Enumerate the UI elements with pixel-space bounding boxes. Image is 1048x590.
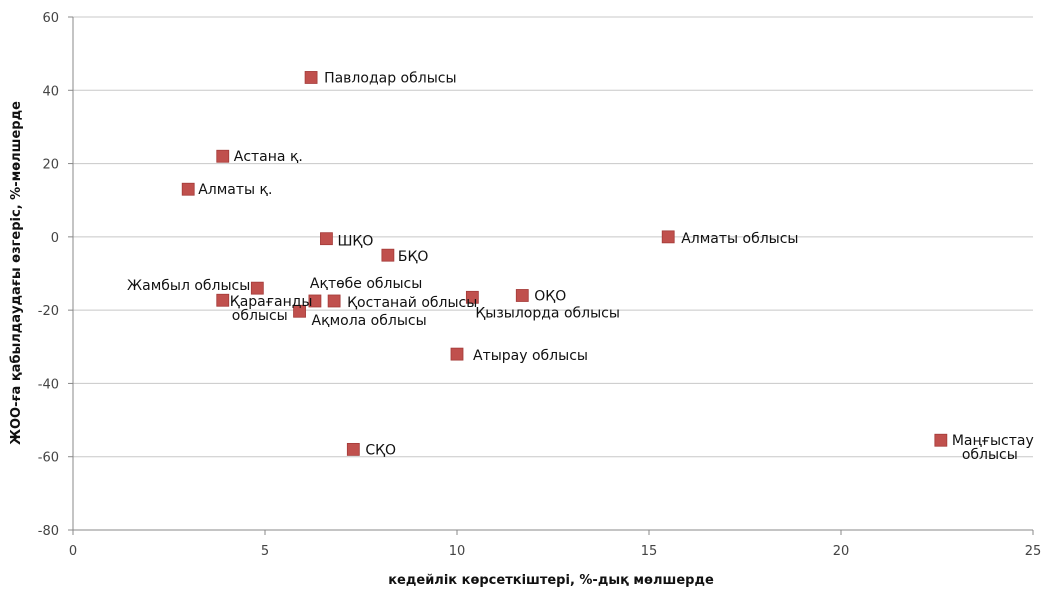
y-tick-label: -60 [38,451,59,466]
point-label: Қарағанды облысы [230,294,313,324]
data-point [346,442,360,456]
y-tick-label: 40 [42,84,59,99]
axes [68,16,1034,535]
x-axis-title: кедейлік көрсеткіштері, %-дық мөлшерде [388,573,714,588]
data-point [381,248,395,262]
tick-labels: -80 -60 -40 -20 0 20 40 60 0 5 10 15 20 25 [38,11,1042,559]
data-point [450,347,464,361]
y-tick-label: -80 [38,524,59,539]
data-points [181,71,948,456]
point-label: Атырау облысы [473,348,588,364]
point-label: Қостанай облысы [347,295,477,311]
grid-lines [73,16,1033,531]
point-label: Алматы облысы [681,231,798,247]
point-label: ОҚО [534,288,566,304]
data-point [515,289,529,302]
y-tick-label: 20 [42,158,59,173]
x-tick-label: 0 [69,544,77,559]
data-point [327,294,341,308]
point-label: СҚО [365,442,396,458]
x-tick-label: 5 [261,544,269,559]
y-tick-label: -20 [38,304,59,319]
y-axis-title: ЖОО-ға қабылдаудағы өзгеріс, %-мөлшерде [9,101,24,445]
data-point [661,230,675,244]
point-label: Ақтөбе облысы [310,276,422,292]
point-label: Павлодар облысы [324,70,456,86]
point-label: БҚО [398,249,429,265]
data-point [304,71,318,84]
data-point [216,149,230,163]
x-tick-label: 25 [1025,544,1042,559]
data-point [465,290,479,304]
point-label: Маңғыстау облысы [952,433,1034,463]
data-point [216,293,230,307]
point-label: Қызылорда облысы [475,305,620,321]
point-labels: Павлодар облысы Астана қ. Алматы қ. ШҚО Алма… [127,70,1034,463]
point-label: Жамбыл облысы [127,278,250,294]
data-point [181,182,195,196]
y-tick-label: 60 [42,11,59,26]
point-label: Алматы қ. [198,182,272,198]
x-tick-label: 10 [449,544,466,559]
data-point [934,433,948,447]
data-point [250,281,264,295]
point-label: Астана қ. [234,149,303,165]
y-tick-label: -40 [38,377,59,392]
data-point [293,304,306,318]
point-label: Ақмола облысы [312,313,427,329]
y-tick-label: 0 [51,231,59,246]
point-label: ШҚО [337,234,373,250]
data-point [308,294,322,308]
data-point [320,232,333,246]
x-tick-label: 15 [641,544,658,559]
x-tick-label: 20 [833,544,850,559]
